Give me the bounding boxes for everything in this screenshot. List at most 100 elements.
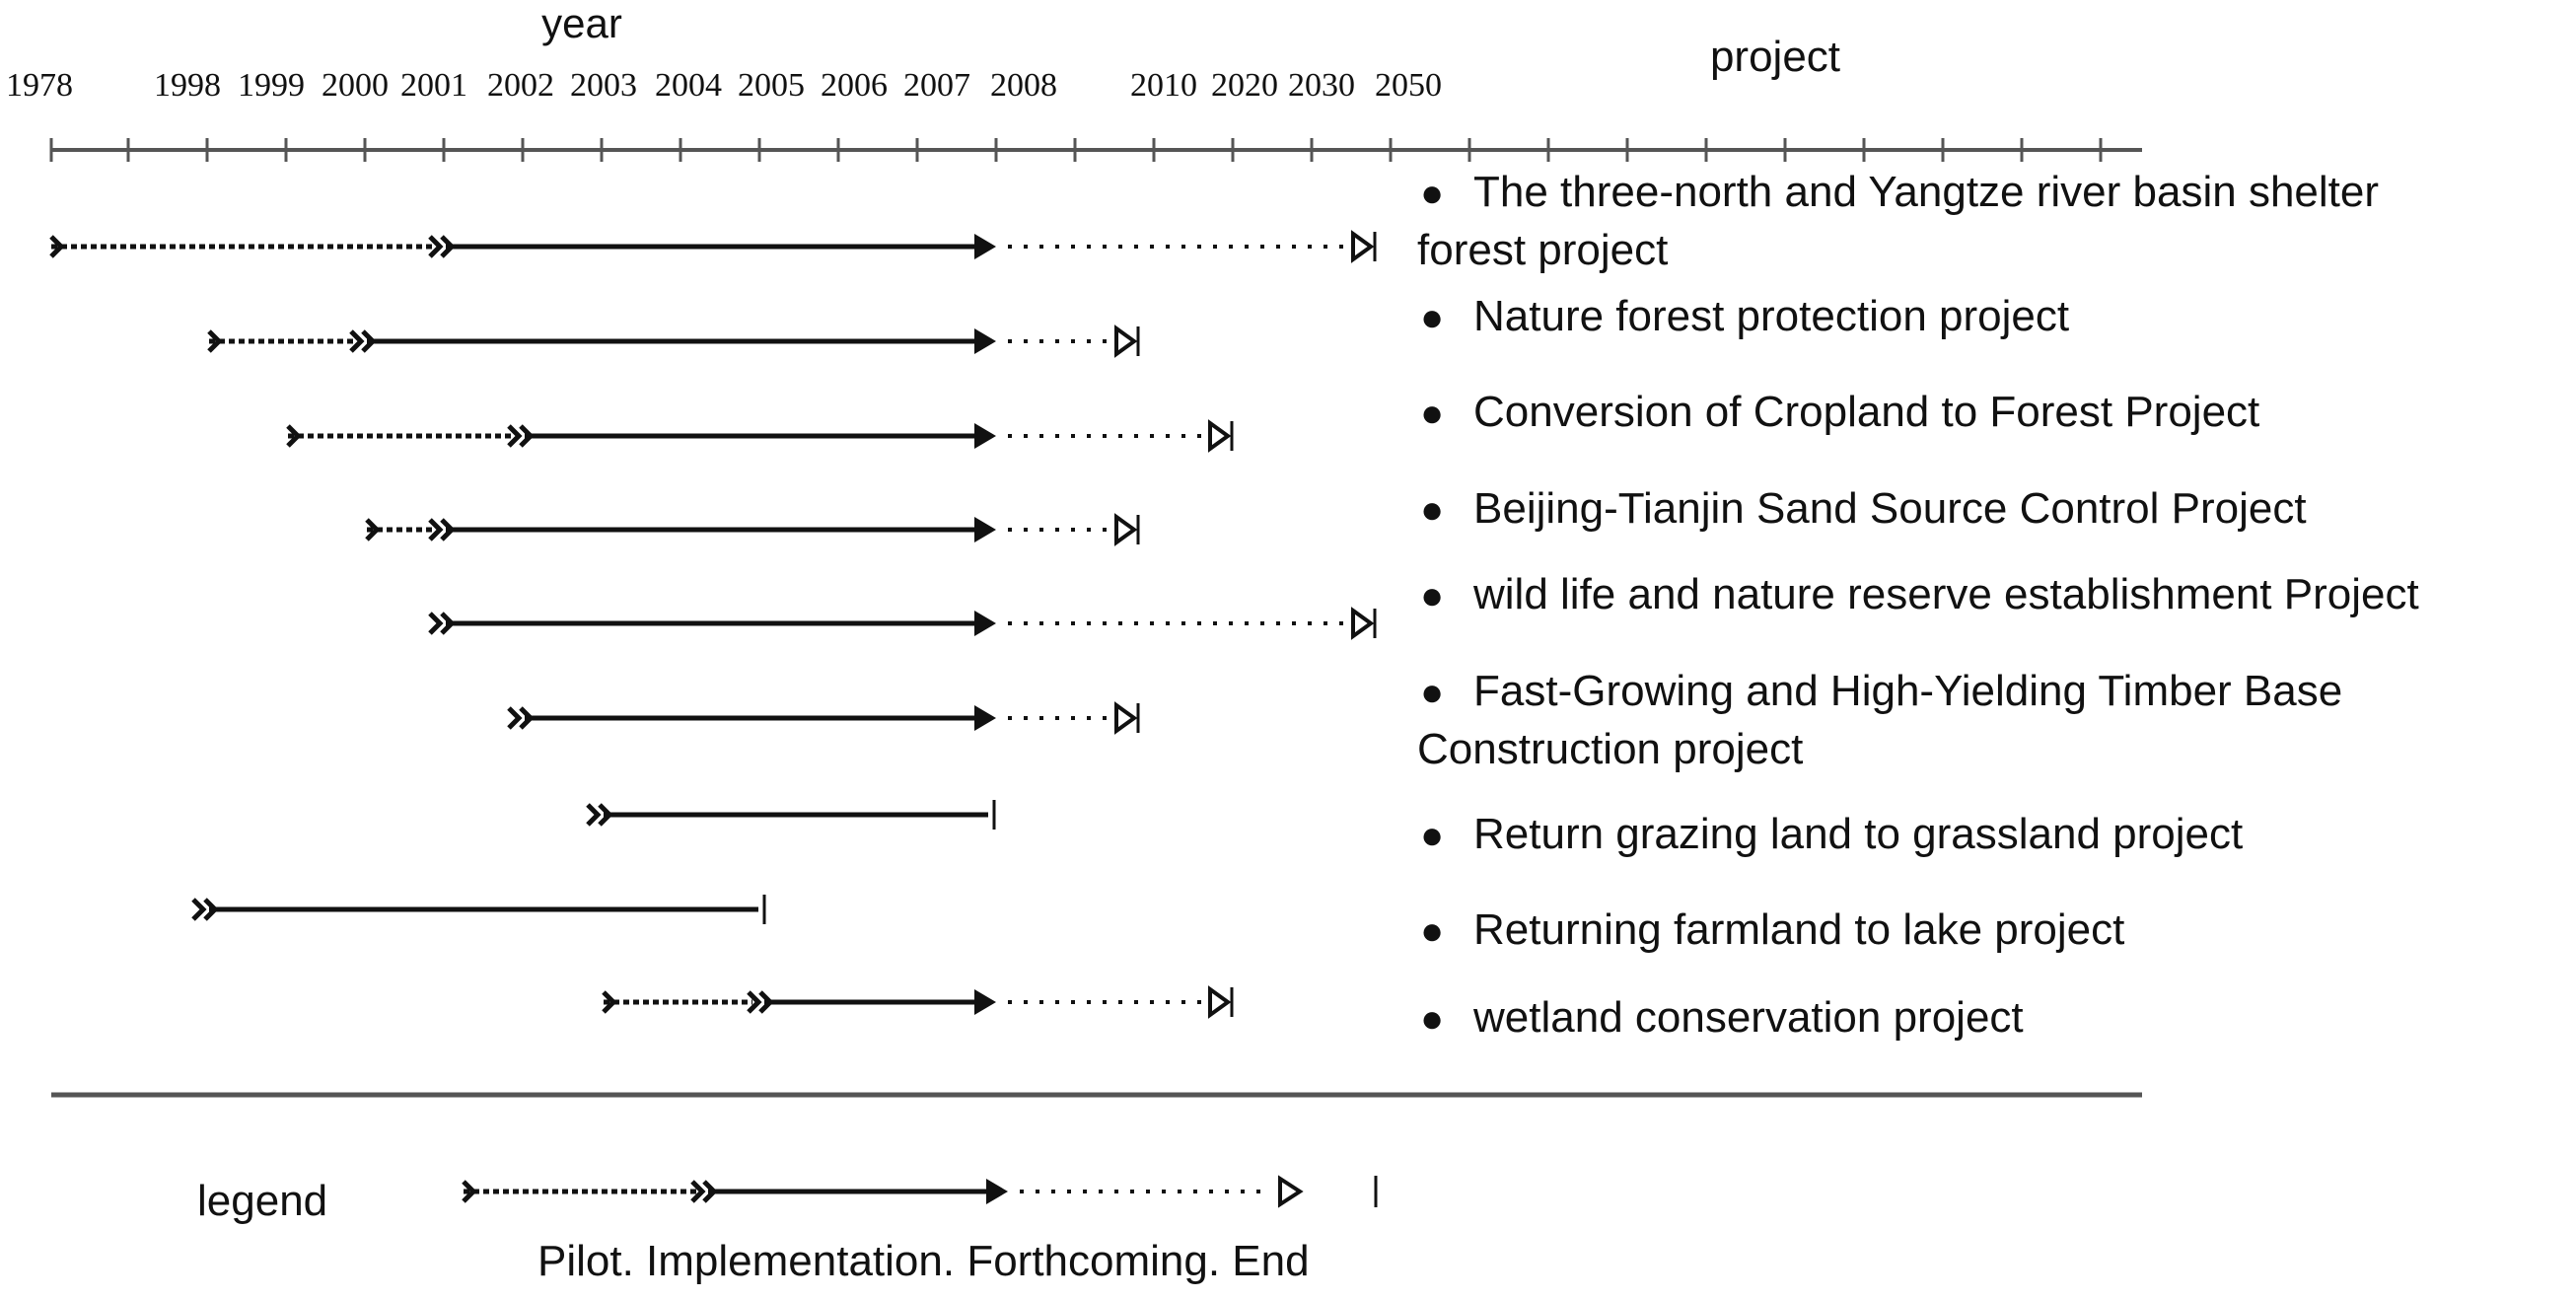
- implementation-start-marker: [747, 990, 762, 1014]
- year-tick-labels: 1978 1998 1999 2000 2001 2002 2003 2004 2005 2006…: [6, 67, 1442, 104]
- implementation-start-marker: [191, 898, 207, 921]
- forthcoming-start-marker: [974, 705, 996, 731]
- bullet-icon: ●: [1420, 909, 1444, 953]
- end-marker: [1114, 325, 1138, 358]
- end-marker: [1351, 230, 1375, 263]
- project-row: ● wild life and nature reserve establishm…: [428, 570, 2419, 640]
- year-label-2010: 2010: [1130, 67, 1197, 104]
- project-name: Conversion of Cropland to Forest Project: [1473, 388, 2259, 436]
- project-name: Nature forest protection project: [1473, 292, 2069, 340]
- legend-title: legend: [197, 1177, 327, 1225]
- pilot-start-marker: [365, 518, 381, 542]
- pilot-start-marker: [207, 329, 223, 353]
- forthcoming-start-marker: [974, 234, 996, 259]
- end-marker: [1208, 985, 1232, 1019]
- year-label-2004: 2004: [655, 67, 722, 104]
- year-label-2005: 2005: [738, 67, 805, 104]
- project-row: ● Return grazing land to grassland projec…: [586, 800, 2243, 858]
- year-label-2030: 2030: [1288, 67, 1355, 104]
- legend-caption: Pilot. Implementation. Forthcoming. End: [537, 1237, 1310, 1285]
- implementation-start-marker: [586, 803, 602, 827]
- implementation-start-marker: [507, 424, 523, 448]
- project-timeline-bar: [365, 513, 1140, 546]
- legend-forthcoming-marker: [986, 1179, 1008, 1204]
- project-timeline-bar: [286, 419, 1234, 453]
- project-name: Beijing-Tianjin Sand Source Control Proj…: [1473, 484, 2307, 533]
- end-marker: [1208, 419, 1232, 453]
- implementation-start-marker: [203, 898, 219, 921]
- bullet-icon: ●: [1420, 814, 1444, 857]
- end-marker: [1114, 513, 1138, 546]
- year-label-1998: 1998: [154, 67, 221, 104]
- project-name: Construction project: [1417, 725, 1803, 773]
- year-label-2008: 2008: [990, 67, 1057, 104]
- project-timeline-bar: [428, 607, 1377, 640]
- year-label-2002: 2002: [487, 67, 554, 104]
- project-row: ● Returning farmland to lake project: [191, 895, 2124, 954]
- implementation-start-marker: [440, 612, 456, 635]
- implementation-start-marker: [349, 329, 365, 353]
- implementation-start-marker: [690, 1180, 706, 1203]
- project-row: ● Beijing-Tianjin Sand Source Control Pro…: [365, 484, 2307, 546]
- year-label-2006: 2006: [821, 67, 888, 104]
- implementation-start-marker: [440, 235, 456, 258]
- end-marker: [1351, 607, 1375, 640]
- bullet-icon: ●: [1420, 671, 1444, 714]
- pilot-start-marker: [462, 1180, 477, 1203]
- implementation-start-marker: [507, 706, 523, 730]
- project-name: Return grazing land to grassland project: [1473, 810, 2243, 858]
- implementation-start-marker: [758, 990, 774, 1014]
- implementation-start-marker: [428, 518, 444, 542]
- implementation-start-marker: [598, 803, 613, 827]
- year-label-1978: 1978: [6, 67, 73, 104]
- bullet-icon: ●: [1420, 172, 1444, 215]
- project-row: ● Nature forest protection project: [207, 292, 2069, 358]
- legend-bar: [462, 1175, 1378, 1208]
- forthcoming-start-marker: [974, 423, 996, 449]
- year-label-2003: 2003: [570, 67, 637, 104]
- project-row: ● Conversion of Cropland to Forest Projec…: [286, 388, 2259, 453]
- project-timeline-bar: [586, 800, 996, 830]
- year-label-2000: 2000: [322, 67, 389, 104]
- project-timeline-bar: [191, 895, 766, 924]
- project-name: wild life and nature reserve establishme…: [1472, 570, 2419, 618]
- implementation-start-marker: [428, 235, 444, 258]
- legend-end-marker: [1278, 1175, 1304, 1208]
- project-name: Fast-Growing and High-Yielding Timber Ba…: [1473, 667, 2342, 715]
- year-label-2007: 2007: [903, 67, 970, 104]
- project-name: wetland conservation project: [1472, 993, 2024, 1042]
- year-axis: [49, 138, 2142, 162]
- forthcoming-start-marker: [974, 328, 996, 354]
- project-rows: ● The three-north and Yangtze river basin…: [49, 168, 2419, 1042]
- end-marker: [1114, 701, 1138, 735]
- forthcoming-start-marker: [974, 517, 996, 542]
- project-timeline-bar: [507, 701, 1140, 735]
- project-name: Returning farmland to lake project: [1473, 905, 2124, 954]
- project-row: ● Fast-Growing and High-Yielding Timber B…: [507, 667, 2342, 773]
- implementation-start-marker: [519, 424, 535, 448]
- pilot-start-marker: [286, 424, 302, 448]
- implementation-start-marker: [361, 329, 377, 353]
- implementation-start-marker: [702, 1180, 718, 1203]
- project-timeline-bar: [602, 985, 1234, 1019]
- forthcoming-start-marker: [974, 989, 996, 1015]
- implementation-start-marker: [519, 706, 535, 730]
- project-name: forest project: [1417, 226, 1668, 274]
- bullet-icon: ●: [1420, 997, 1444, 1041]
- project-row: ● The three-north and Yangtze river basin…: [49, 168, 2379, 274]
- year-label-2020: 2020: [1211, 67, 1278, 104]
- bullet-icon: ●: [1420, 574, 1444, 617]
- bullet-icon: ●: [1420, 488, 1444, 532]
- pilot-start-marker: [49, 235, 65, 258]
- project-header: project: [1710, 33, 1840, 81]
- year-label-2050: 2050: [1375, 67, 1442, 104]
- pilot-start-marker: [602, 990, 617, 1014]
- bullet-icon: ●: [1420, 296, 1444, 339]
- implementation-start-marker: [428, 612, 444, 635]
- year-label-2001: 2001: [400, 67, 467, 104]
- project-row: ● wetland conservation project: [602, 985, 2024, 1042]
- year-label-1999: 1999: [238, 67, 305, 104]
- year-header: year: [541, 0, 622, 46]
- project-name: The three-north and Yangtze river basin …: [1473, 168, 2379, 216]
